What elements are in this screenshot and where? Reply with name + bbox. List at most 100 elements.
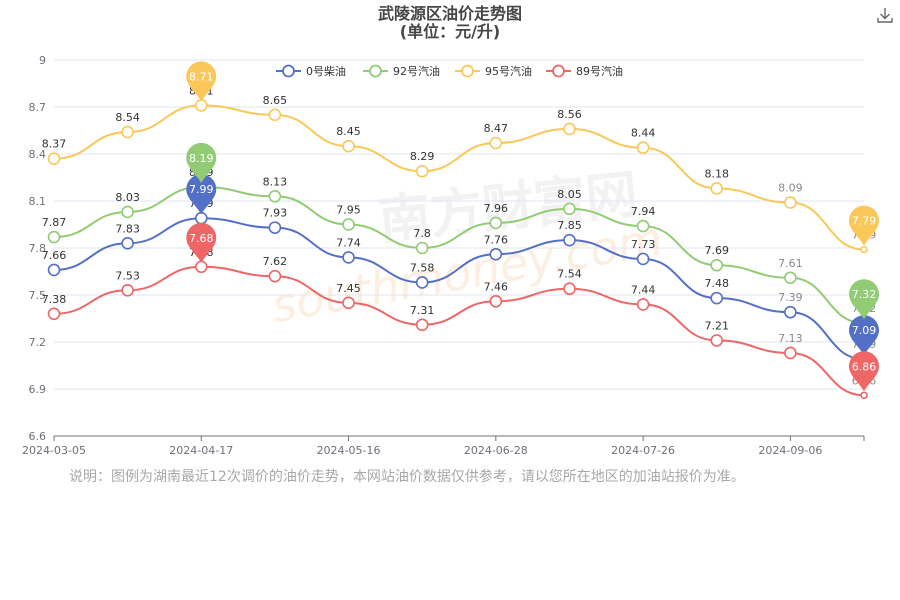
data-point[interactable] — [121, 125, 134, 139]
data-point[interactable] — [121, 237, 134, 250]
data-point[interactable] — [268, 190, 282, 203]
data-point[interactable] — [636, 252, 650, 266]
series-2 — [47, 99, 868, 254]
pin-label: 7.79 — [852, 215, 877, 228]
pin-label: 7.68 — [189, 232, 214, 245]
data-label: 7.13 — [778, 332, 803, 345]
data-point[interactable] — [342, 251, 355, 264]
data-point[interactable] — [194, 99, 208, 112]
data-point[interactable] — [194, 211, 208, 225]
y-tick-label: 7.8 — [29, 242, 47, 255]
data-point[interactable] — [710, 182, 724, 195]
legend-marker — [552, 64, 565, 78]
data-point[interactable] — [489, 136, 503, 150]
data-label: 7.61 — [778, 257, 803, 270]
data-point[interactable] — [860, 245, 868, 254]
pin-label: 8.71 — [189, 70, 214, 83]
data-point[interactable] — [710, 334, 724, 347]
data-point[interactable] — [121, 283, 134, 297]
data-label: 7.85 — [557, 219, 582, 232]
data-label: 7.73 — [631, 238, 656, 251]
pin-shape — [186, 222, 217, 263]
data-label: 8.54 — [115, 111, 140, 124]
markers-layer: 7.99 7.09 8.19 7.32 8.71 7.79 7.68 6.86 — [186, 61, 879, 392]
data-label: 7.31 — [410, 304, 435, 317]
data-point[interactable] — [784, 346, 797, 360]
data-point[interactable] — [268, 108, 282, 122]
download-icon-glyph — [877, 8, 893, 23]
data-point[interactable] — [47, 152, 61, 165]
data-label: 7.76 — [484, 233, 509, 246]
data-point[interactable] — [784, 305, 797, 319]
data-point[interactable] — [636, 298, 650, 311]
data-point[interactable] — [342, 296, 355, 310]
series-0 — [47, 211, 868, 364]
data-point[interactable] — [784, 271, 797, 285]
data-point[interactable] — [268, 221, 282, 234]
pin-shape — [186, 61, 217, 102]
data-label: 7.69 — [704, 244, 729, 257]
data-label: 8.13 — [263, 175, 288, 188]
data-point[interactable] — [489, 247, 503, 261]
max-pin: 8.71 — [186, 61, 217, 102]
data-point[interactable] — [563, 282, 576, 296]
data-label: 8.29 — [410, 150, 435, 163]
data-point[interactable] — [636, 219, 650, 233]
min-pin: 7.32 — [849, 279, 879, 320]
legend-item[interactable]: 95号汽油 — [455, 64, 532, 78]
data-label: 8.44 — [631, 127, 656, 140]
x-tick-label: 2024-04-17 — [169, 444, 233, 457]
data-point[interactable] — [342, 139, 355, 153]
pin-label: 7.99 — [189, 183, 214, 196]
data-point[interactable] — [784, 196, 797, 209]
y-tick-label: 7.2 — [29, 336, 47, 349]
legend-marker — [369, 64, 382, 78]
min-pin: 7.09 — [849, 315, 879, 356]
data-point[interactable] — [415, 276, 429, 289]
legend-label: 0号柴油 — [306, 64, 346, 78]
data-point[interactable] — [47, 307, 61, 321]
legend[interactable]: 0号柴油 92号汽油 95号汽油 89号汽油 — [276, 64, 623, 78]
y-tick-label: 6.9 — [29, 383, 47, 396]
data-point[interactable] — [415, 241, 429, 255]
data-label: 7.58 — [410, 261, 435, 274]
data-point[interactable] — [415, 318, 429, 332]
download-icon[interactable] — [876, 6, 894, 24]
y-tick-label: 9 — [39, 54, 46, 67]
pin-label: 7.32 — [852, 288, 877, 301]
data-point[interactable] — [47, 230, 61, 244]
data-point[interactable] — [415, 164, 429, 178]
data-point[interactable] — [194, 260, 208, 274]
data-label: 7.93 — [263, 207, 288, 220]
data-label: 8.45 — [336, 125, 361, 138]
y-tick-label: 8.7 — [29, 101, 47, 114]
pin-shape — [849, 205, 879, 246]
data-point[interactable] — [710, 258, 724, 272]
data-point[interactable] — [563, 233, 576, 247]
x-tick-label: 2024-05-16 — [317, 444, 381, 457]
data-label: 8.56 — [557, 108, 582, 121]
legend-item[interactable]: 0号柴油 — [276, 64, 346, 78]
data-label: 7.53 — [115, 269, 140, 282]
legend-item[interactable]: 89号汽油 — [546, 64, 623, 78]
data-point[interactable] — [489, 216, 503, 230]
data-point[interactable] — [860, 391, 868, 400]
chart-subtitle: (单位：元/升) — [400, 22, 500, 41]
min-pin: 7.79 — [849, 205, 879, 246]
data-point[interactable] — [636, 141, 650, 155]
x-tick-label: 2024-07-26 — [611, 444, 675, 457]
max-pin: 7.99 — [186, 174, 217, 215]
data-point[interactable] — [342, 218, 355, 231]
data-point[interactable] — [489, 294, 503, 308]
x-tick-label: 2024-03-05 — [22, 444, 86, 457]
data-point[interactable] — [563, 202, 576, 216]
legend-item[interactable]: 92号汽油 — [363, 64, 440, 78]
data-label: 7.62 — [263, 255, 288, 268]
data-point[interactable] — [47, 263, 61, 277]
series-line — [53, 104, 865, 251]
data-point[interactable] — [121, 205, 134, 219]
data-point[interactable] — [268, 269, 282, 283]
data-point[interactable] — [563, 122, 576, 136]
data-point[interactable] — [710, 291, 724, 305]
